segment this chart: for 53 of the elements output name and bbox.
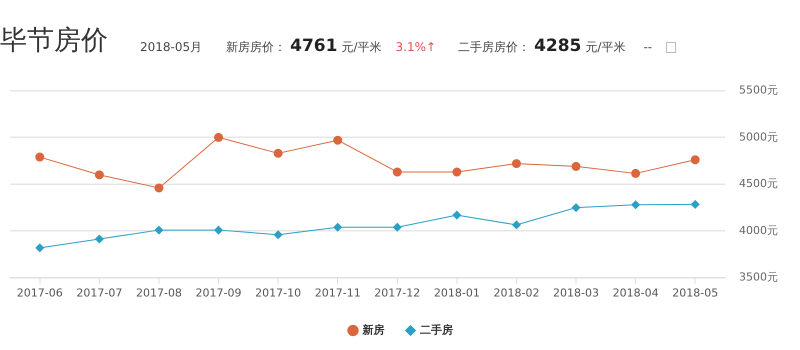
x-tick-label: 2017-12 [374, 286, 420, 300]
point [452, 168, 462, 177]
x-tick-label: 2018-03 [553, 286, 600, 300]
x-tick-label: 2018-05 [672, 286, 718, 300]
point [94, 170, 104, 180]
x-tick-label: 2017-06 [16, 286, 63, 300]
point [690, 200, 700, 209]
chart-title: 毕节房价 [0, 24, 108, 58]
point [631, 200, 640, 210]
x-tick-label: 2017-07 [76, 286, 122, 300]
point [452, 210, 462, 220]
text: 元/平米 [585, 40, 626, 54]
point [333, 222, 342, 232]
y-tick-label: 5000元 [739, 130, 778, 144]
text: 3.1%↑ [396, 40, 436, 54]
x-tick-label: 2017-08 [136, 286, 182, 300]
text: -- [643, 40, 652, 54]
y-tick-label: 4000元 [739, 224, 778, 237]
text: 元/平米 [341, 40, 382, 54]
point [631, 168, 640, 178]
text: 4761 [290, 36, 338, 56]
legend-label: 新房 [362, 323, 384, 336]
point [392, 222, 402, 232]
point [35, 243, 44, 252]
legend-label: 二手房 [420, 323, 453, 336]
point [572, 162, 581, 171]
x-tick-label: 2017-11 [314, 286, 361, 300]
x-tick-label: 2018-02 [493, 286, 540, 300]
y-tick-label: 4500元 [739, 177, 778, 190]
text: 二手房房价： [458, 40, 530, 54]
point [512, 220, 521, 230]
y-tick-label: 5500元 [739, 83, 778, 96]
x-tick-label: 2018-01 [434, 286, 480, 300]
text: 新房房价： [226, 40, 286, 54]
point [154, 226, 164, 235]
point [392, 168, 402, 177]
y-tick-label: 3500元 [739, 270, 778, 284]
point [274, 230, 283, 240]
x-tick-label: 2017-10 [255, 286, 302, 300]
x-tick-label: 2017-09 [196, 286, 242, 300]
point [94, 234, 104, 244]
point [333, 136, 342, 145]
point [512, 159, 521, 168]
point [572, 203, 581, 212]
x-tick-label: 2018-04 [612, 286, 659, 300]
point [214, 226, 224, 235]
point [35, 152, 44, 162]
point [214, 132, 224, 142]
point [690, 155, 700, 164]
text: 2018-05月 [140, 40, 202, 54]
point [154, 183, 164, 192]
point [274, 148, 283, 158]
text: 4285 [534, 36, 582, 56]
